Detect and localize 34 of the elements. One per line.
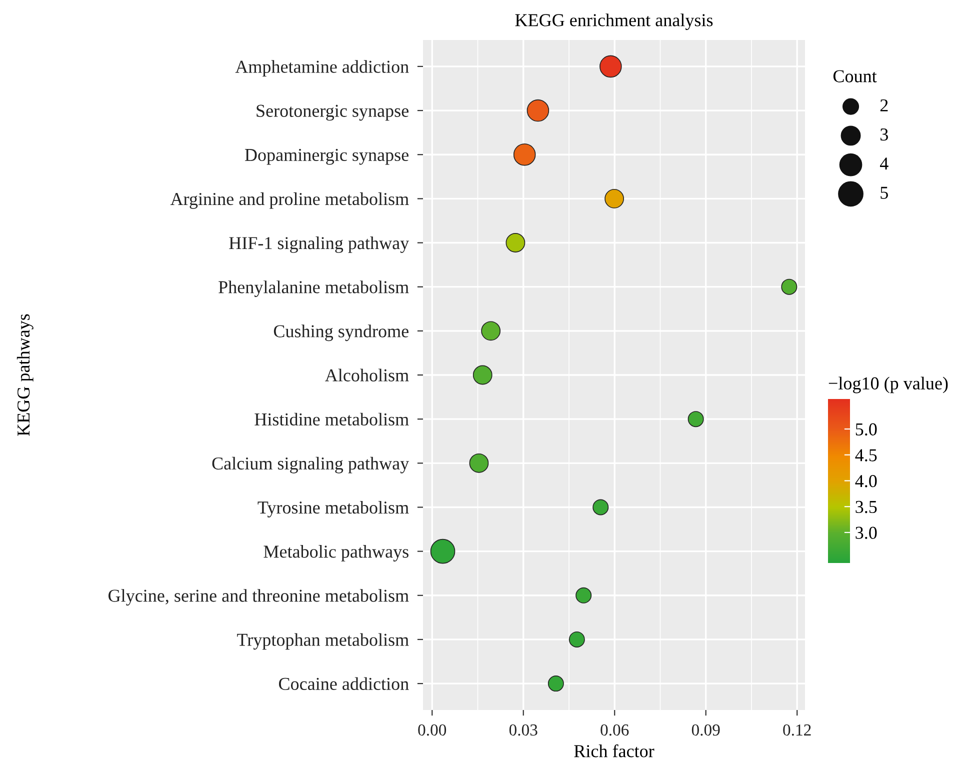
y-tick-label: Amphetamine addiction	[235, 60, 409, 77]
y-tick-label: Alcoholism	[325, 368, 409, 382]
x-tick-label: 0.06	[600, 724, 629, 736]
legend-label: 5	[880, 186, 888, 199]
y-tick-label: Glycine, serine and threonine metabolism	[108, 589, 409, 606]
color-bar-title: −log10 (p value)	[828, 376, 948, 394]
y-tick-label: Cushing syndrome	[274, 324, 408, 342]
y-tick-label: Tyrosine metabolism	[258, 500, 409, 518]
color-bar-label: 3.5	[856, 500, 877, 514]
y-tick-label: Serotonergic synapse	[256, 104, 408, 121]
x-tick-label: 0.09	[692, 724, 720, 736]
legend-title: Count	[833, 70, 877, 82]
y-tick-label: HIF-1 signaling pathway	[229, 236, 410, 253]
y-axis-title: KEGG pathways	[16, 314, 34, 436]
color-bar-label: 4.0	[855, 475, 877, 488]
y-tick-label: Phenylalanine metabolism	[218, 280, 409, 298]
x-axis-title: Rich factor	[574, 744, 654, 758]
y-tick-label: Metabolic pathways	[264, 545, 408, 562]
y-tick-label: Tryptophan metabolism	[237, 633, 409, 650]
y-tick-label: Arginine and proline metabolism	[170, 192, 409, 209]
y-tick-label: Dopaminergic synapse	[244, 148, 408, 165]
color-bar-label: 3.0	[856, 526, 877, 539]
y-tick-label: Histidine metabolism	[254, 412, 409, 426]
x-tick-label: 0.03	[509, 724, 538, 736]
legend-label: 3	[880, 128, 888, 141]
chart-title: KEGG enrichment analysis	[515, 14, 713, 30]
x-tick-label: 0.00	[418, 724, 446, 736]
legend-label: 2	[880, 99, 888, 112]
y-tick-label: Cocaine addiction	[278, 677, 409, 690]
legend-label: 4	[880, 158, 888, 170]
color-bar-label: 4.5	[855, 449, 877, 462]
y-tick-label: Calcium signaling pathway	[212, 456, 410, 474]
x-tick-label: 0.12	[783, 724, 811, 736]
color-bar-label: 5.0	[856, 423, 877, 436]
